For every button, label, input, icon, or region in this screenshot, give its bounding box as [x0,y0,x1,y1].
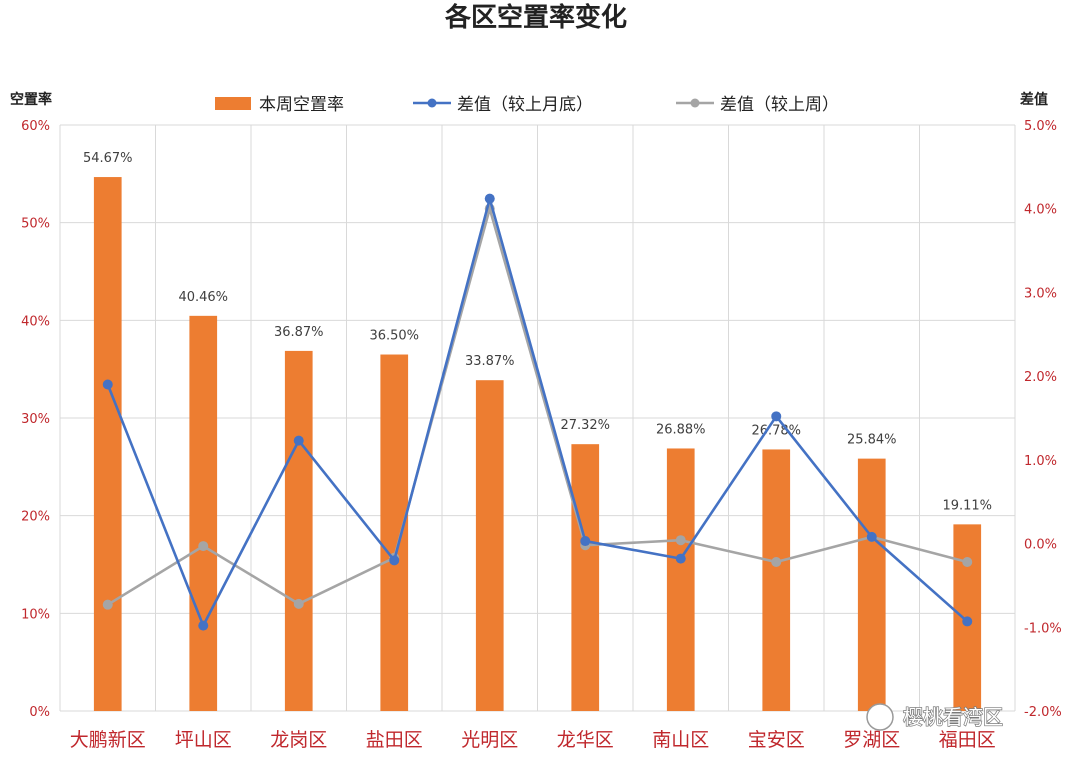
bar-data-label: 36.50% [369,329,419,344]
bar-data-label: 54.67% [83,151,133,166]
series-point [484,193,495,204]
right-tick-label: 4.0% [1024,203,1057,218]
bar [189,315,218,711]
category-label: 光明区 [461,729,518,751]
bar [666,448,695,711]
legend-label-weekly-vacancy: 本周空置率 [259,95,344,115]
left-axis-ticks: 0% 10% 20% 30% 40% 50% 60% [21,119,50,720]
line-series [102,193,973,631]
left-tick-label: 40% [21,314,50,329]
series-point [102,599,113,610]
series-point [675,535,686,546]
bar [380,354,409,711]
watermark-text: 樱桃看湾区 [903,705,1003,729]
bar [762,449,791,711]
bar-data-label: 26.88% [656,422,706,437]
wechat-logo-icon [866,703,894,731]
bar-data-label: 19.11% [942,498,992,513]
bar-data-label: 36.87% [274,325,324,340]
left-axis-title: 空置率 [10,91,52,108]
right-tick-label: -1.0% [1024,621,1062,636]
right-tick-label: 1.0% [1024,454,1057,469]
series-point [198,541,209,552]
gridlines [59,124,1016,712]
legend-marker-monthly-diff [427,98,437,108]
right-axis-title: 差值 [1020,91,1048,108]
category-label: 龙岗区 [270,729,327,751]
bar-data-label: 33.87% [465,354,515,369]
legend-label-monthly-diff: 差值（较上月底） [457,95,593,115]
legend: 本周空置率 差值（较上月底） 差值（较上周） [215,95,839,115]
chart-title: 各区空置率变化 [444,2,627,33]
legend-swatch-bar [215,97,251,110]
left-tick-label: 30% [21,412,50,427]
left-tick-label: 20% [21,510,50,525]
right-tick-label: 0.0% [1024,538,1057,553]
bar [93,177,122,711]
bar [857,458,886,711]
series-point [293,598,304,609]
series-line [107,207,968,606]
category-label: 坪山区 [175,729,232,751]
category-label: 龙华区 [557,729,614,751]
left-tick-label: 60% [21,119,50,134]
right-tick-label: 5.0% [1024,119,1057,134]
watermark: 樱桃看湾区 [866,703,1004,731]
bar [284,350,313,711]
category-label: 宝安区 [748,729,805,751]
series-point [771,411,782,422]
category-label: 罗湖区 [843,729,900,751]
legend-marker-weekly-diff [690,98,700,108]
bar-data-label: 40.46% [178,290,228,305]
series-point [771,556,782,567]
bar [571,444,600,711]
series-point [293,435,304,446]
series-point [389,555,400,566]
right-tick-label: -2.0% [1024,705,1062,720]
left-tick-label: 0% [29,705,50,720]
bar-data-label: 27.32% [560,418,610,433]
series-point [675,553,686,564]
bar-data-label: 25.84% [847,433,897,448]
series-point [962,556,973,567]
right-tick-label: 3.0% [1024,286,1057,301]
category-label: 南山区 [652,729,709,751]
series-point [580,536,591,547]
category-label: 大鹏新区 [70,729,146,751]
bar-series [93,177,982,711]
series-point [962,616,973,627]
legend-label-weekly-diff: 差值（较上周） [720,95,839,115]
right-tick-label: 2.0% [1024,370,1057,385]
bar-data-labels: 54.67% 40.46% 36.87% 36.50% 33.87% 27.32% 26.8… [83,151,992,513]
left-tick-label: 50% [21,217,50,232]
left-tick-label: 10% [21,607,50,622]
bar [475,380,504,711]
category-label: 盐田区 [366,729,423,751]
series-point [866,531,877,542]
category-label: 福田区 [939,729,996,751]
series-point [102,379,113,390]
category-axis-labels: 大鹏新区 坪山区 龙岗区 盐田区 光明区 龙华区 南山区 宝安区 罗湖区 福田区 [70,729,996,751]
right-axis-ticks: -2.0% -1.0% 0.0% 1.0% 2.0% 3.0% 4.0% 5.0% [1024,119,1062,720]
series-line [106,197,969,627]
series-point [198,620,209,631]
